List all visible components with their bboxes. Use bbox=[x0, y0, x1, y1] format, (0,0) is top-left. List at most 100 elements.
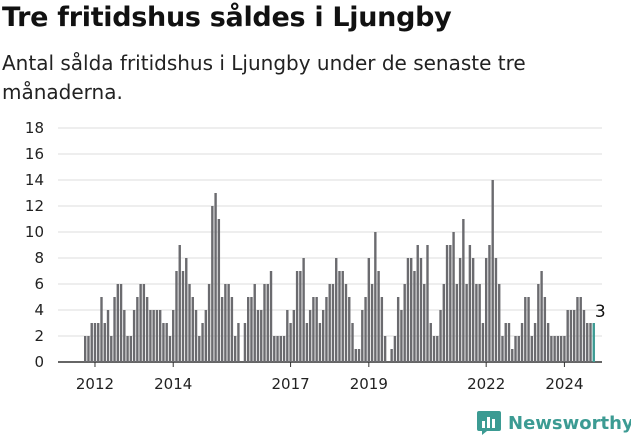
bar bbox=[145, 297, 149, 362]
bar bbox=[524, 297, 527, 362]
bar bbox=[93, 323, 97, 362]
bar bbox=[178, 245, 181, 362]
bar bbox=[449, 245, 452, 362]
bar bbox=[423, 284, 426, 362]
y-tick-label: 14 bbox=[25, 171, 44, 189]
bar bbox=[383, 336, 387, 362]
y-tick-label: 10 bbox=[25, 223, 44, 241]
bar bbox=[507, 323, 511, 362]
bar bbox=[501, 336, 504, 362]
bar bbox=[162, 323, 165, 362]
bar bbox=[357, 349, 361, 362]
bar bbox=[380, 297, 384, 362]
annotations: 3 bbox=[595, 302, 606, 322]
bar bbox=[455, 284, 459, 362]
bar bbox=[533, 323, 537, 362]
bar bbox=[305, 323, 309, 362]
bar bbox=[103, 323, 106, 362]
bar bbox=[266, 284, 269, 362]
y-tick-label: 16 bbox=[25, 145, 44, 163]
bar bbox=[315, 297, 318, 362]
x-tick-label: 2017 bbox=[271, 375, 309, 393]
bar bbox=[341, 271, 344, 362]
bar bbox=[576, 297, 579, 362]
newsworthy-logo-icon bbox=[477, 411, 501, 435]
bar bbox=[204, 310, 208, 362]
bar bbox=[348, 297, 351, 362]
bar bbox=[100, 297, 103, 362]
bar bbox=[400, 310, 403, 362]
bar bbox=[126, 336, 129, 362]
bar bbox=[253, 284, 256, 362]
y-tick-label: 8 bbox=[34, 249, 44, 267]
bar bbox=[517, 336, 520, 362]
chart-subtitle: Antal sålda fritidshus i Ljungby under d… bbox=[2, 51, 526, 104]
bar bbox=[573, 310, 576, 362]
bar bbox=[390, 349, 393, 362]
bar bbox=[331, 284, 335, 362]
bar bbox=[233, 336, 237, 362]
bar bbox=[530, 336, 534, 362]
bar bbox=[136, 297, 139, 362]
bar bbox=[279, 336, 282, 362]
bar bbox=[436, 336, 439, 362]
bar bbox=[540, 271, 543, 362]
bar-series bbox=[84, 180, 595, 362]
bar bbox=[152, 310, 155, 362]
bar bbox=[550, 336, 553, 362]
x-tick-label: 2012 bbox=[76, 375, 114, 393]
bar bbox=[439, 310, 442, 362]
bar bbox=[185, 258, 188, 362]
bar bbox=[194, 310, 198, 362]
bar bbox=[498, 284, 501, 362]
bar bbox=[149, 310, 152, 362]
y-tick-label: 4 bbox=[34, 301, 44, 319]
bar bbox=[90, 323, 93, 362]
bar bbox=[172, 310, 175, 362]
bar bbox=[426, 245, 429, 362]
bar bbox=[263, 284, 266, 362]
x-axis-tick-labels: 2012 2014 2017 2019 2022 2024 bbox=[76, 362, 584, 393]
bar bbox=[188, 284, 191, 362]
bar bbox=[207, 284, 211, 362]
bar bbox=[247, 297, 250, 362]
bar bbox=[237, 323, 240, 362]
x-tick-label: 2019 bbox=[350, 375, 388, 393]
bar bbox=[318, 323, 322, 362]
bar bbox=[582, 310, 586, 362]
bar bbox=[361, 310, 364, 362]
bar bbox=[511, 349, 514, 362]
bar bbox=[256, 310, 260, 362]
bar bbox=[543, 297, 547, 362]
bar bbox=[224, 284, 227, 362]
bar bbox=[299, 271, 302, 362]
bar bbox=[165, 323, 168, 362]
bar-latest bbox=[592, 323, 595, 362]
bar bbox=[250, 297, 253, 362]
bar bbox=[214, 193, 217, 362]
bar bbox=[211, 206, 214, 362]
y-tick-label: 12 bbox=[25, 197, 44, 215]
bar bbox=[198, 336, 201, 362]
bar bbox=[335, 258, 338, 362]
annotation-label: 3 bbox=[595, 302, 606, 322]
bar bbox=[569, 310, 573, 362]
bar bbox=[230, 297, 234, 362]
bar bbox=[116, 284, 119, 362]
bar bbox=[321, 310, 325, 362]
bar bbox=[416, 245, 419, 362]
bar bbox=[520, 323, 524, 362]
bar bbox=[393, 336, 397, 362]
y-tick-label: 18 bbox=[25, 119, 44, 137]
bar bbox=[556, 336, 560, 362]
bar bbox=[220, 297, 224, 362]
bar bbox=[273, 336, 276, 362]
bar bbox=[504, 323, 507, 362]
bar bbox=[413, 271, 416, 362]
bar bbox=[260, 310, 263, 362]
bar bbox=[589, 323, 592, 362]
y-tick-label: 0 bbox=[34, 353, 44, 371]
bar bbox=[559, 336, 563, 362]
bar bbox=[110, 336, 113, 362]
y-tick-label: 2 bbox=[34, 327, 44, 345]
